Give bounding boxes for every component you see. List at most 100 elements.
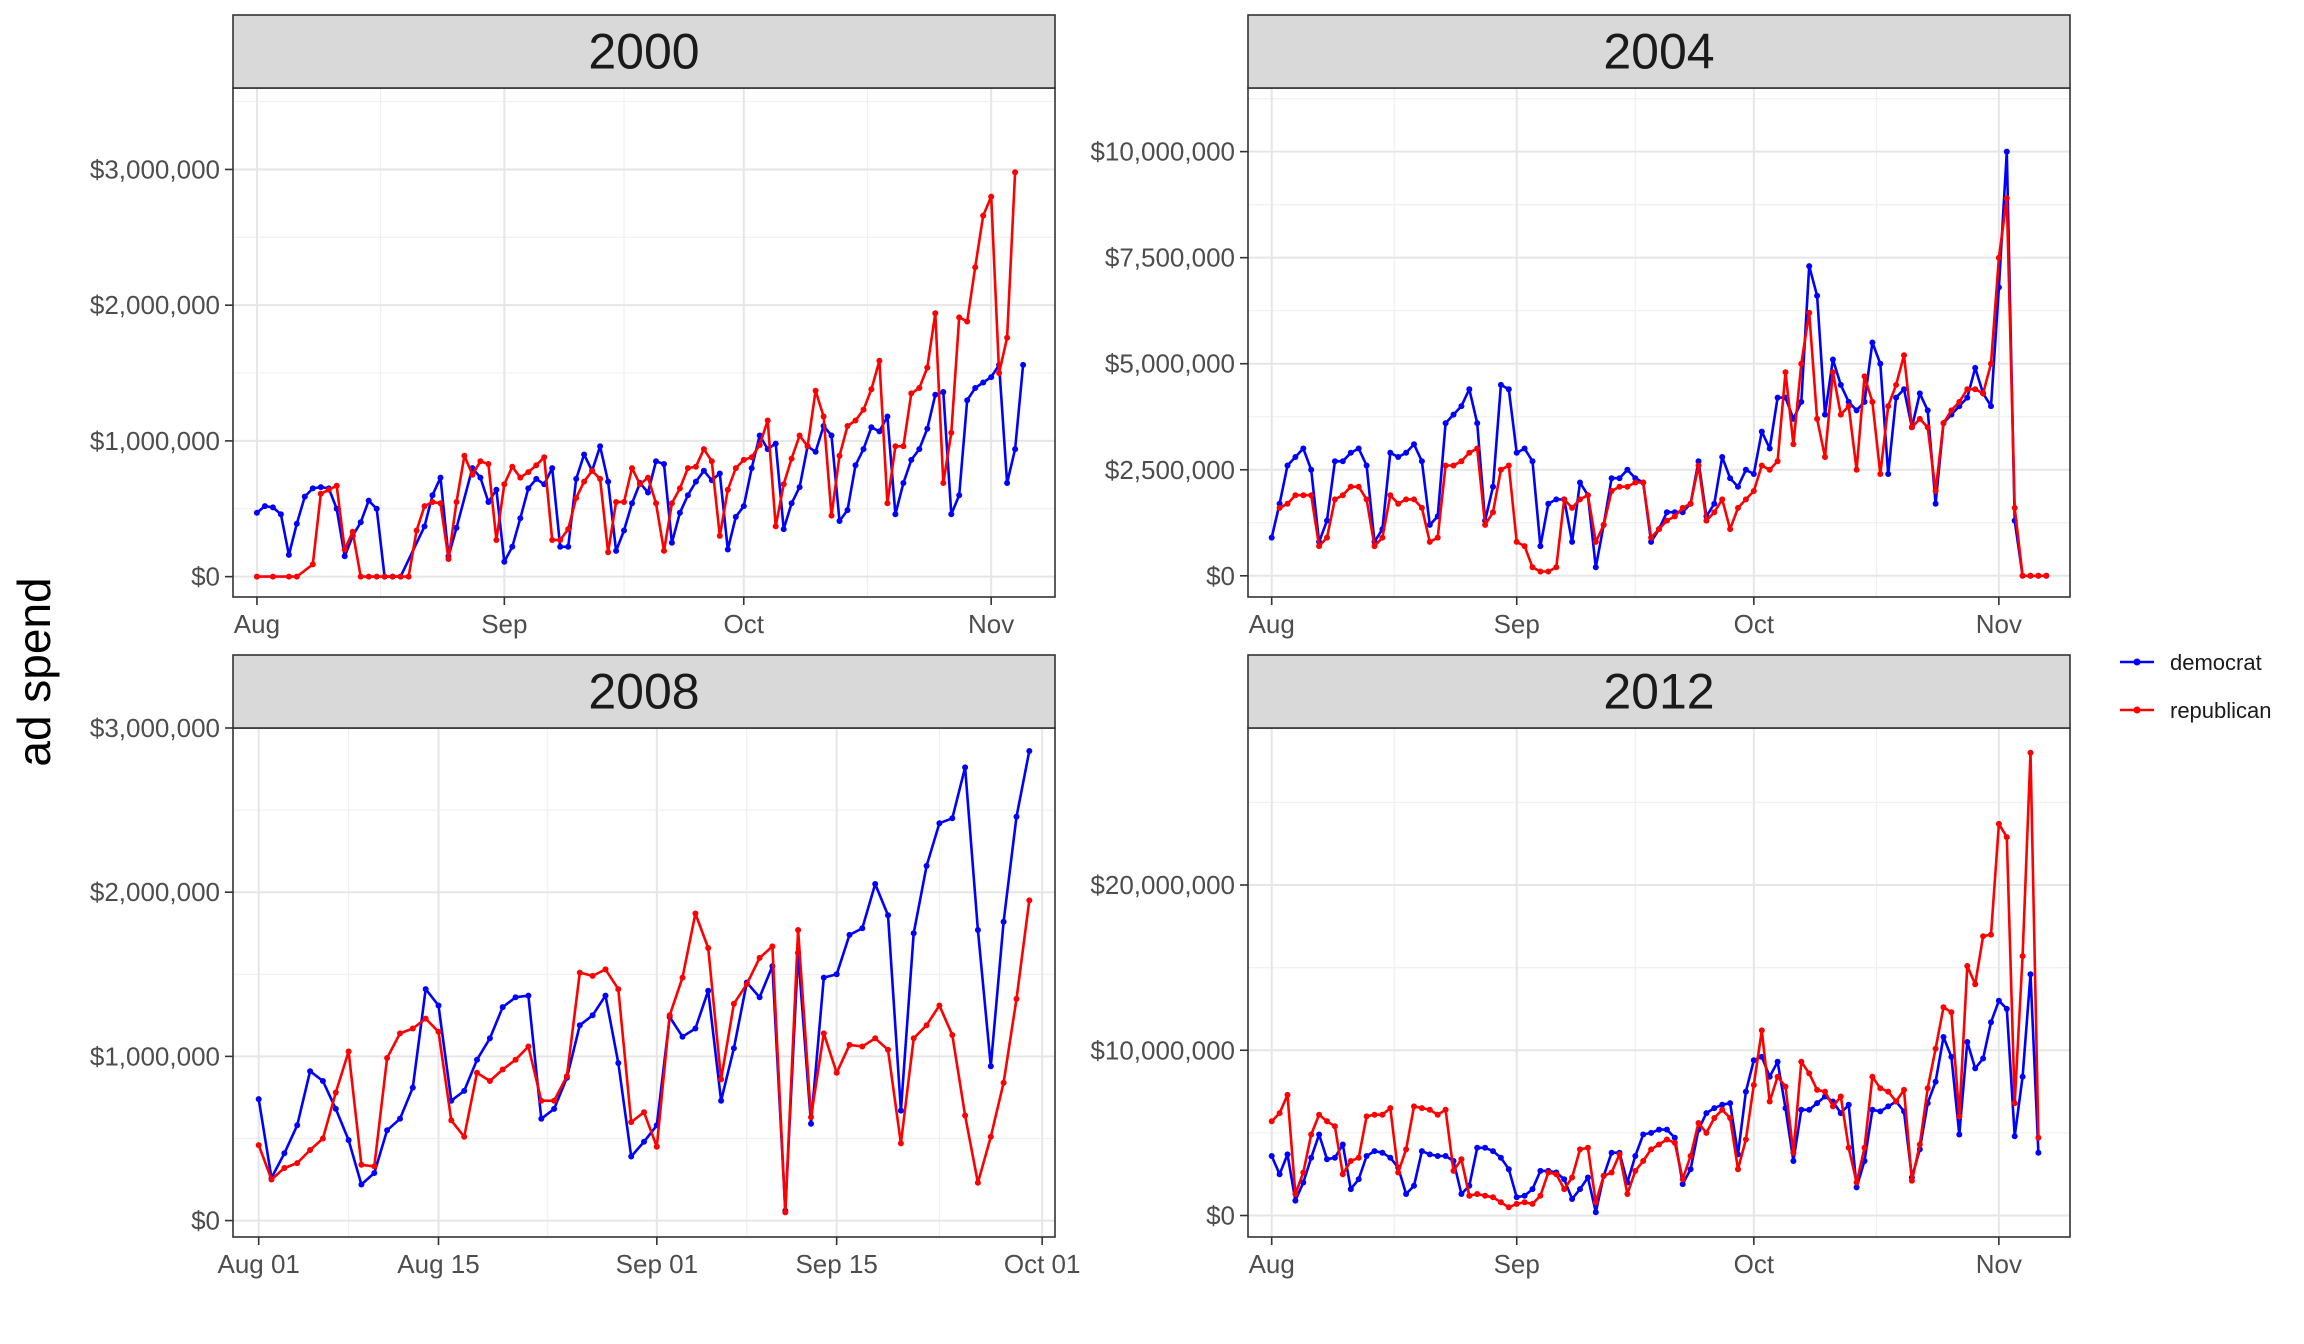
data-point-republican [1308,1131,1315,1138]
data-point-republican [1988,931,1994,938]
data-point-republican [384,1055,391,1061]
data-point-republican [1339,1171,1346,1178]
data-point-republican [1790,1149,1797,1156]
data-point-republican [615,986,622,993]
data-point-democrat [1026,748,1033,754]
data-point-republican [2019,572,2026,579]
series-democrat [253,361,1027,580]
data-point-republican [349,528,356,535]
data-point-democrat [1300,1179,1307,1186]
data-point-republican [1505,462,1512,469]
data-point-democrat [1877,360,1884,367]
data-point-democrat [1000,918,1007,925]
data-point-republican [1782,369,1789,376]
data-point-democrat [949,815,956,822]
panel-background [1248,728,2070,1237]
data-point-democrat [1806,1106,1813,1113]
data-point-republican [1869,398,1876,405]
data-point-democrat [974,927,981,933]
data-point-republican [1648,534,1655,541]
data-point-republican [1940,420,1947,427]
data-point-republican [1434,534,1441,541]
panel-background [233,728,1055,1237]
data-point-republican [517,474,524,481]
data-point-democrat [422,986,429,993]
data-point-democrat [285,551,292,558]
data-point-republican [1742,496,1749,503]
y-tick-label: $20,000,000 [1090,870,1235,900]
y-tick-label: $7,500,000 [1105,243,1235,273]
data-point-republican [1371,1111,1378,1118]
data-point-republican [409,1025,416,1032]
data-point-democrat [1497,1154,1504,1161]
series-line-democrat [256,363,1025,578]
data-point-democrat [1513,449,1520,456]
data-point-republican [573,494,580,501]
data-point-democrat [988,374,995,381]
data-point-republican [413,527,420,534]
data-point-democrat [872,881,879,887]
data-point-democrat [1814,1100,1821,1107]
data-point-republican [549,537,556,543]
legend-item-republican: republican [2120,698,2272,723]
data-point-republican [1656,1141,1662,1148]
data-point-republican [724,486,731,493]
legend-key-dot-republican [2133,706,2141,714]
data-point-republican [743,981,750,988]
y-tick-label: $2,000,000 [90,290,220,320]
data-point-democrat [261,503,268,510]
data-point-republican [255,1142,262,1149]
data-point-republican [1727,1115,1734,1121]
data-point-republican [1869,1073,1876,1080]
data-point-republican [1814,1086,1821,1093]
data-point-republican [1466,449,1473,456]
data-point-democrat [1490,483,1496,490]
legend-key-dot-democrat [2133,658,2141,666]
data-point-republican [872,1035,879,1042]
data-point-republican [908,390,915,397]
facet-strip [232,14,1056,89]
data-point-republican [796,432,803,439]
data-point-republican [833,1069,840,1076]
data-point-republican [1426,538,1433,545]
data-point-republican [1980,390,1987,397]
data-point-democrat [1877,1108,1884,1115]
data-point-republican [1924,1085,1931,1092]
data-point-republican [1012,169,1019,176]
data-point-republican [2011,1100,2018,1107]
data-point-democrat [936,820,943,827]
data-point-republican [846,1041,853,1048]
data-point-republican [956,314,963,321]
data-point-democrat [1940,1034,1947,1040]
panel-2004: 2004 $0 $2,500,000 $5,000,000 $7,500,000 $10,… [1090,14,2071,639]
data-point-republican [317,490,324,497]
data-point-republican [1490,1194,1496,1201]
data-point-democrat [756,994,763,1001]
y-tick-label: $0 [1206,1201,1235,1231]
data-point-republican [972,264,979,271]
data-point-republican [1924,424,1931,431]
series-republican [253,169,1019,580]
data-point-democrat [940,389,947,395]
data-point-republican [1750,1082,1757,1088]
data-point-republican [293,573,300,580]
data-point-republican [1458,1156,1465,1163]
data-point-republican [962,1112,969,1119]
data-point-democrat [1592,1209,1599,1216]
data-point-republican [1284,1091,1291,1098]
data-point-republican [1885,1088,1892,1095]
data-point-democrat [435,1002,442,1009]
data-point-democrat [1561,1176,1568,1183]
data-point-republican [1632,479,1639,486]
data-point-republican [1482,1192,1489,1199]
data-point-democrat [576,1022,583,1029]
data-point-republican [422,1015,429,1022]
data-point-republican [309,561,316,568]
data-point-republican [597,475,604,482]
data-point-democrat [2035,1149,2042,1156]
data-point-republican [1316,1111,1323,1118]
data-point-democrat [1719,1101,1726,1108]
data-point-republican [876,357,883,364]
data-point-republican [1671,513,1678,520]
data-point-democrat [1458,403,1465,410]
